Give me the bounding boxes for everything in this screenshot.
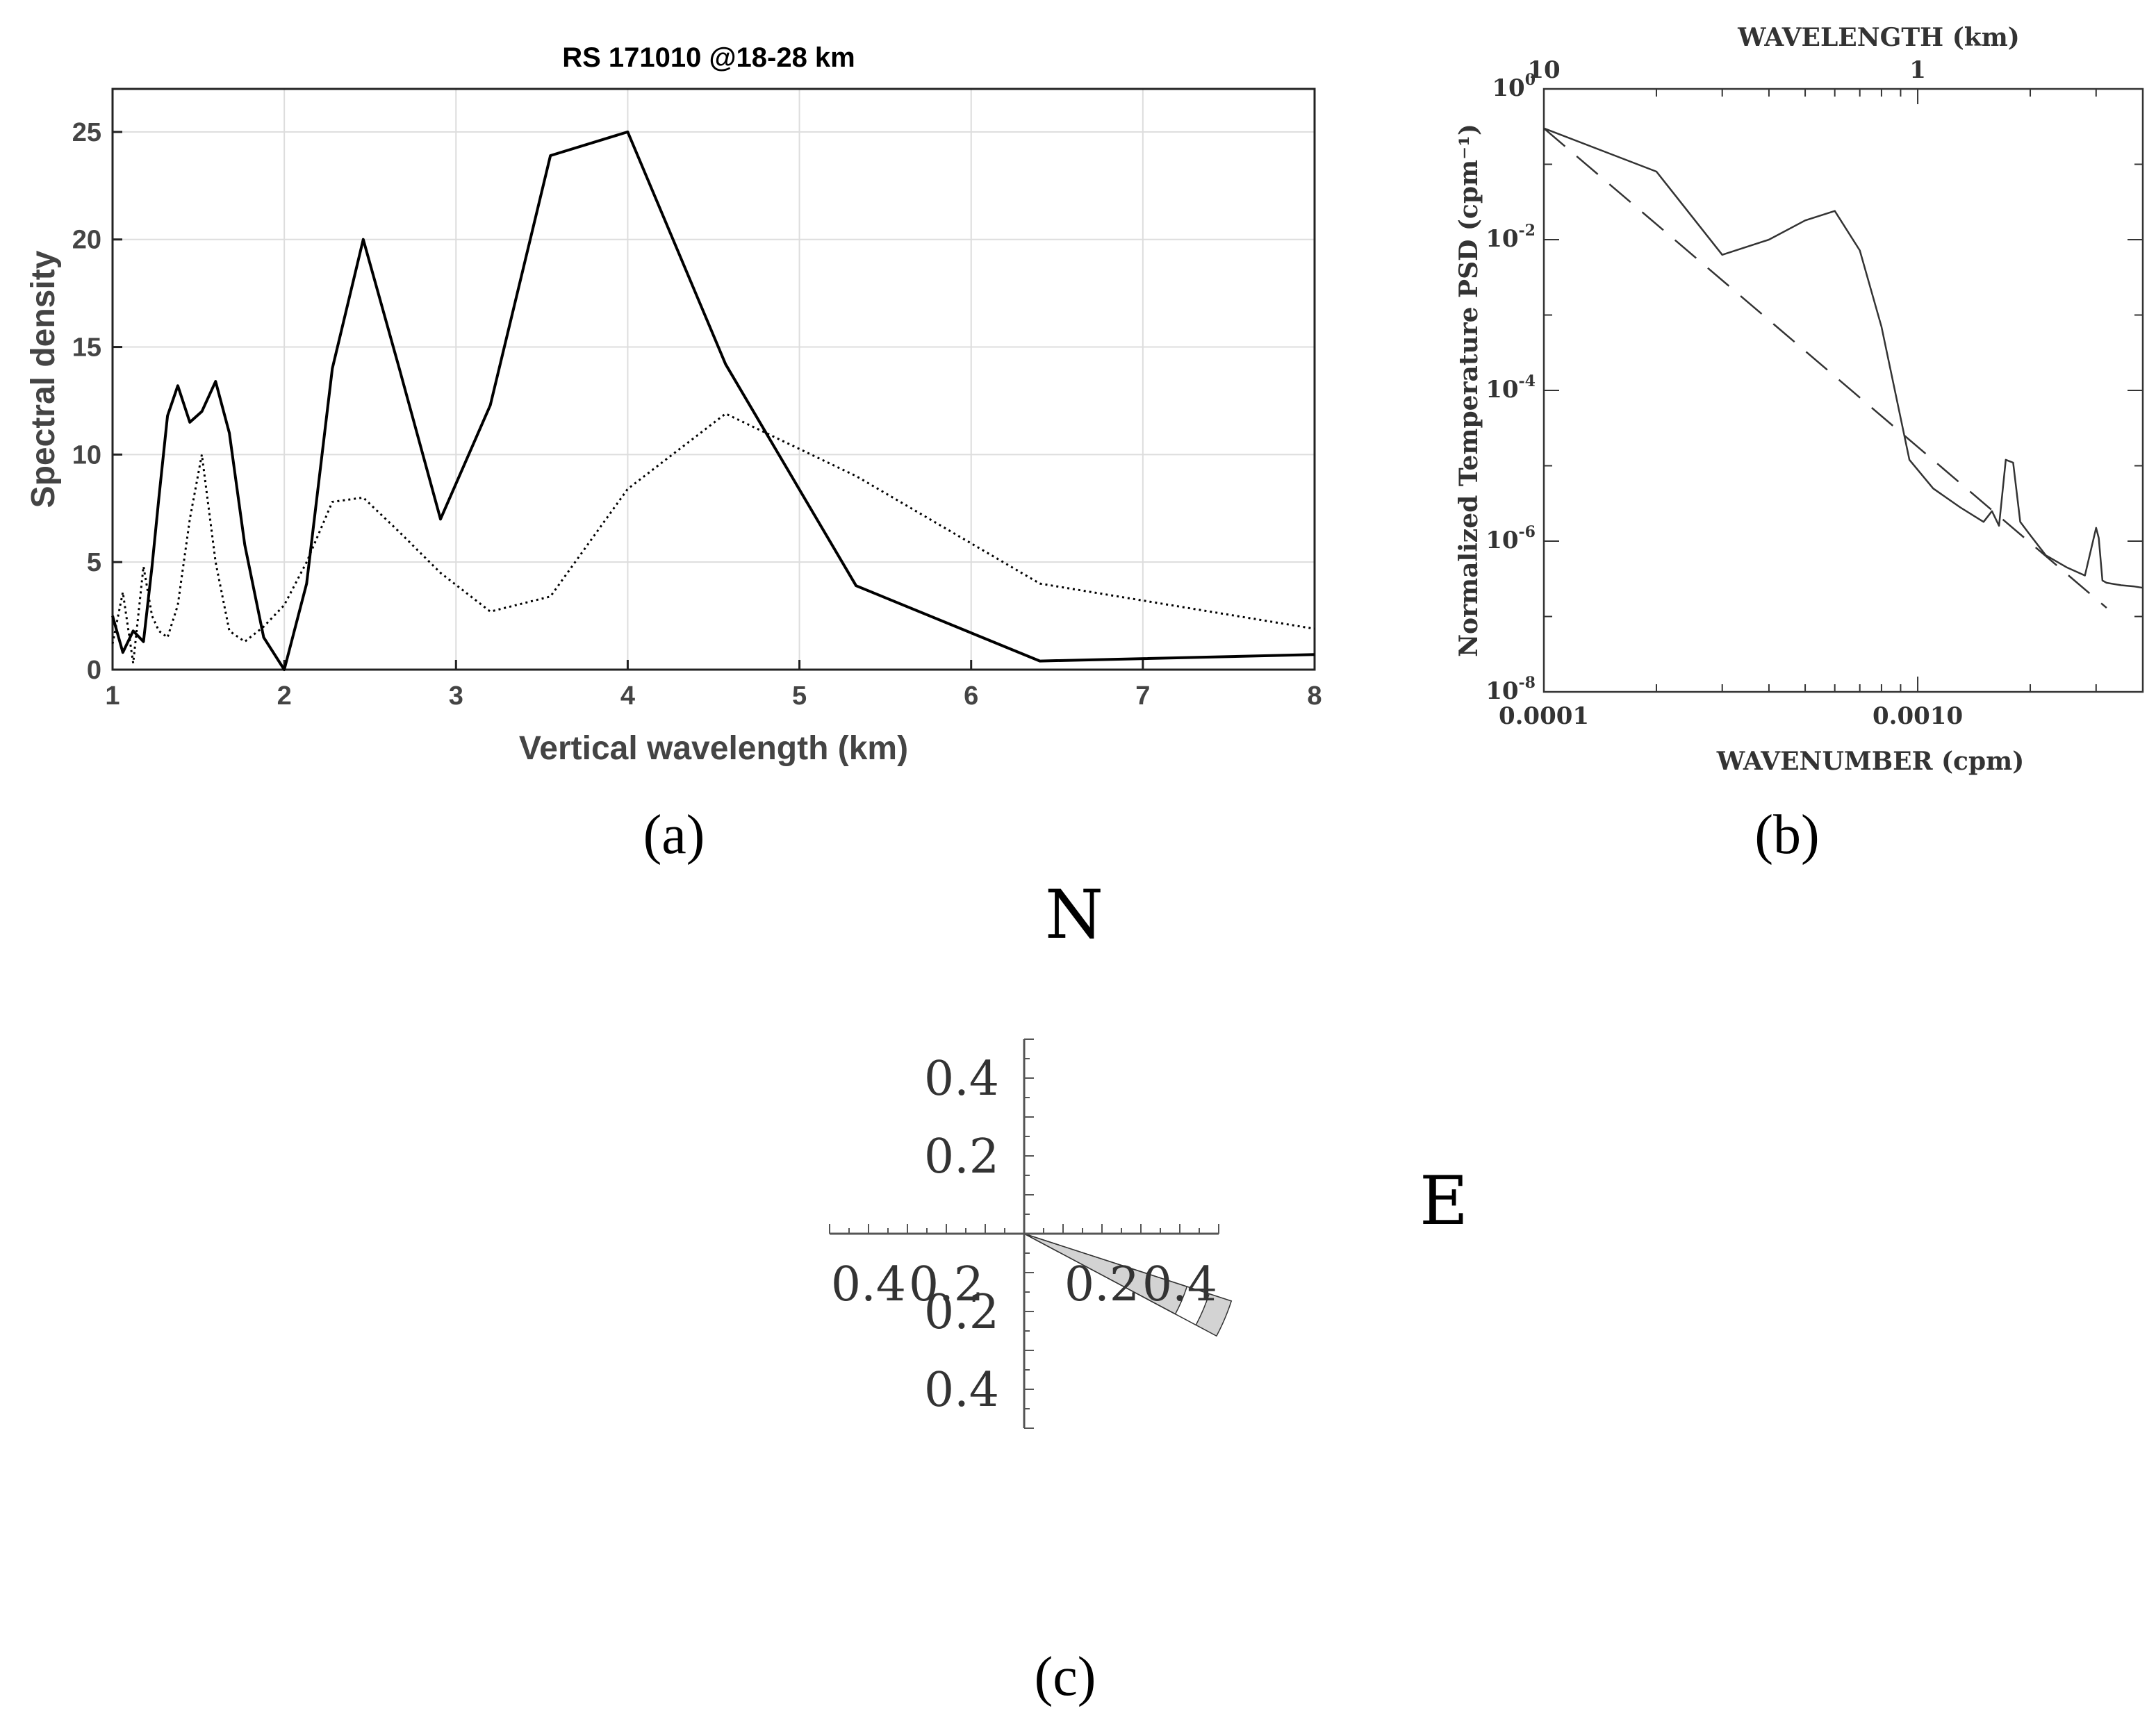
panel-b-y-tick-base: 10 xyxy=(1492,74,1524,102)
panel-b-y-tick-label: 10-6 xyxy=(1486,523,1536,554)
panel-b-top-axis-label: WAVELENGTH (km) xyxy=(1737,23,2020,52)
panel-b-y-tick-label: 10-8 xyxy=(1486,674,1536,705)
panel-b-y-tick-label: 10-2 xyxy=(1486,222,1536,253)
panel-a-x-axis-label: Vertical wavelength (km) xyxy=(519,730,908,767)
panel-a-x-tick-label: 2 xyxy=(277,681,292,711)
north-label: N xyxy=(1045,876,1103,954)
panel-a: RS 171010 @18-28 km 1 2 3 4 5 6 7 8 0 5 10 15 20 25 V… xyxy=(25,42,1322,866)
panel-a-title: RS 171010 @18-28 km xyxy=(562,42,855,73)
panel-a-x-tick-label: 8 xyxy=(1307,681,1322,711)
panel-a-ticks: 1 2 3 4 5 6 7 8 0 5 10 15 20 25 xyxy=(72,118,1322,711)
panel-a-y-axis-label: Spectral density xyxy=(25,250,62,508)
panel-b-y-tick-label: 100 xyxy=(1492,71,1536,102)
panel-b-y-tick-base: 10 xyxy=(1486,225,1518,253)
panel-c-outer-sector xyxy=(1195,1293,1233,1337)
panel-c-south-label: 0.4 xyxy=(924,1363,999,1418)
panel-a-y-tick-label: 25 xyxy=(72,118,101,147)
panel-c: 0.4 0.2 0.2 0.40.40.20.20.4 N E (c) xyxy=(829,876,1468,1707)
panel-c-east-label: 0.4 xyxy=(1142,1257,1217,1312)
panel-c-east-label: 0.2 xyxy=(1064,1257,1139,1312)
panel-b-top-tick-label: 1 xyxy=(1909,56,1926,84)
panel-b-y-tick-exponent: -2 xyxy=(1519,222,1536,240)
panel-c-north-label: 0.4 xyxy=(924,1052,999,1107)
panel-b-y-tick-exponent: -8 xyxy=(1519,674,1536,692)
panel-b-y-tick-exponent: -6 xyxy=(1519,523,1536,541)
panel-a-x-tick-label: 1 xyxy=(105,681,120,711)
panel-a-series-solid xyxy=(111,130,1315,671)
caption-a: (a) xyxy=(643,804,705,866)
caption-b: (b) xyxy=(1754,804,1819,866)
panel-b-y-axis-label: Normalized Temperature PSD (cpm⁻¹) xyxy=(1454,124,1483,657)
panel-b-y-tick-exponent: 0 xyxy=(1525,71,1536,89)
panel-a-series xyxy=(111,130,1315,671)
panel-a-y-tick-label: 15 xyxy=(72,333,101,363)
panel-b-y-tick-base: 10 xyxy=(1486,376,1518,404)
panel-b-y-tick-base: 10 xyxy=(1486,527,1518,554)
panel-b-x-axis-label: WAVENUMBER (cpm) xyxy=(1716,747,2025,776)
panel-c-west-label: 0.2 xyxy=(909,1257,984,1312)
panel-c-radial-line xyxy=(1023,1233,1210,1295)
panel-a-x-tick-label: 5 xyxy=(792,681,807,711)
panel-c-sectors xyxy=(1023,1233,1233,1337)
panel-c-south-label: 0.2 xyxy=(924,1285,999,1340)
panel-b-plot-frame xyxy=(1542,88,2144,693)
caption-c: (c) xyxy=(1035,1646,1096,1707)
panel-a-y-tick-label: 0 xyxy=(87,656,101,685)
panel-b-series-spectrum xyxy=(1543,127,2143,589)
panel-a-x-tick-label: 7 xyxy=(1135,681,1150,711)
panel-b-x-tick-label: 0.0010 xyxy=(1873,702,1963,730)
panel-a-y-tick-label: 10 xyxy=(72,440,101,470)
panel-c-axes: 0.4 0.2 0.2 0.40.40.20.20.4 xyxy=(829,1038,1219,1429)
panel-a-series-dotted xyxy=(111,413,1315,665)
panel-a-x-tick-label: 6 xyxy=(964,681,978,711)
panel-b-series xyxy=(1543,127,2143,609)
panel-a-x-tick-label: 4 xyxy=(620,681,635,711)
panel-b-y-tick-exponent: -4 xyxy=(1519,372,1536,390)
panel-a-plot-frame xyxy=(111,88,1316,671)
panel-c-west-label: 0.4 xyxy=(831,1257,906,1312)
panel-b-top-tick-label: 10 xyxy=(1527,56,1560,84)
panel-a-y-tick-label: 20 xyxy=(72,226,101,255)
panel-a-x-tick-label: 3 xyxy=(449,681,463,711)
east-label: E xyxy=(1419,1162,1468,1240)
panel-c-radial-line xyxy=(1023,1233,1196,1326)
panel-c-north-label: 0.2 xyxy=(924,1129,999,1184)
panel-b-series-reference xyxy=(1543,127,2107,609)
panel-b-y-tick-base: 10 xyxy=(1486,677,1518,705)
panel-b-y-tick-label: 10-4 xyxy=(1486,372,1536,404)
panel-a-grid xyxy=(112,89,1315,670)
panel-b-x-tick-label: 0.0001 xyxy=(1499,702,1589,730)
panel-a-y-tick-label: 5 xyxy=(87,548,101,577)
